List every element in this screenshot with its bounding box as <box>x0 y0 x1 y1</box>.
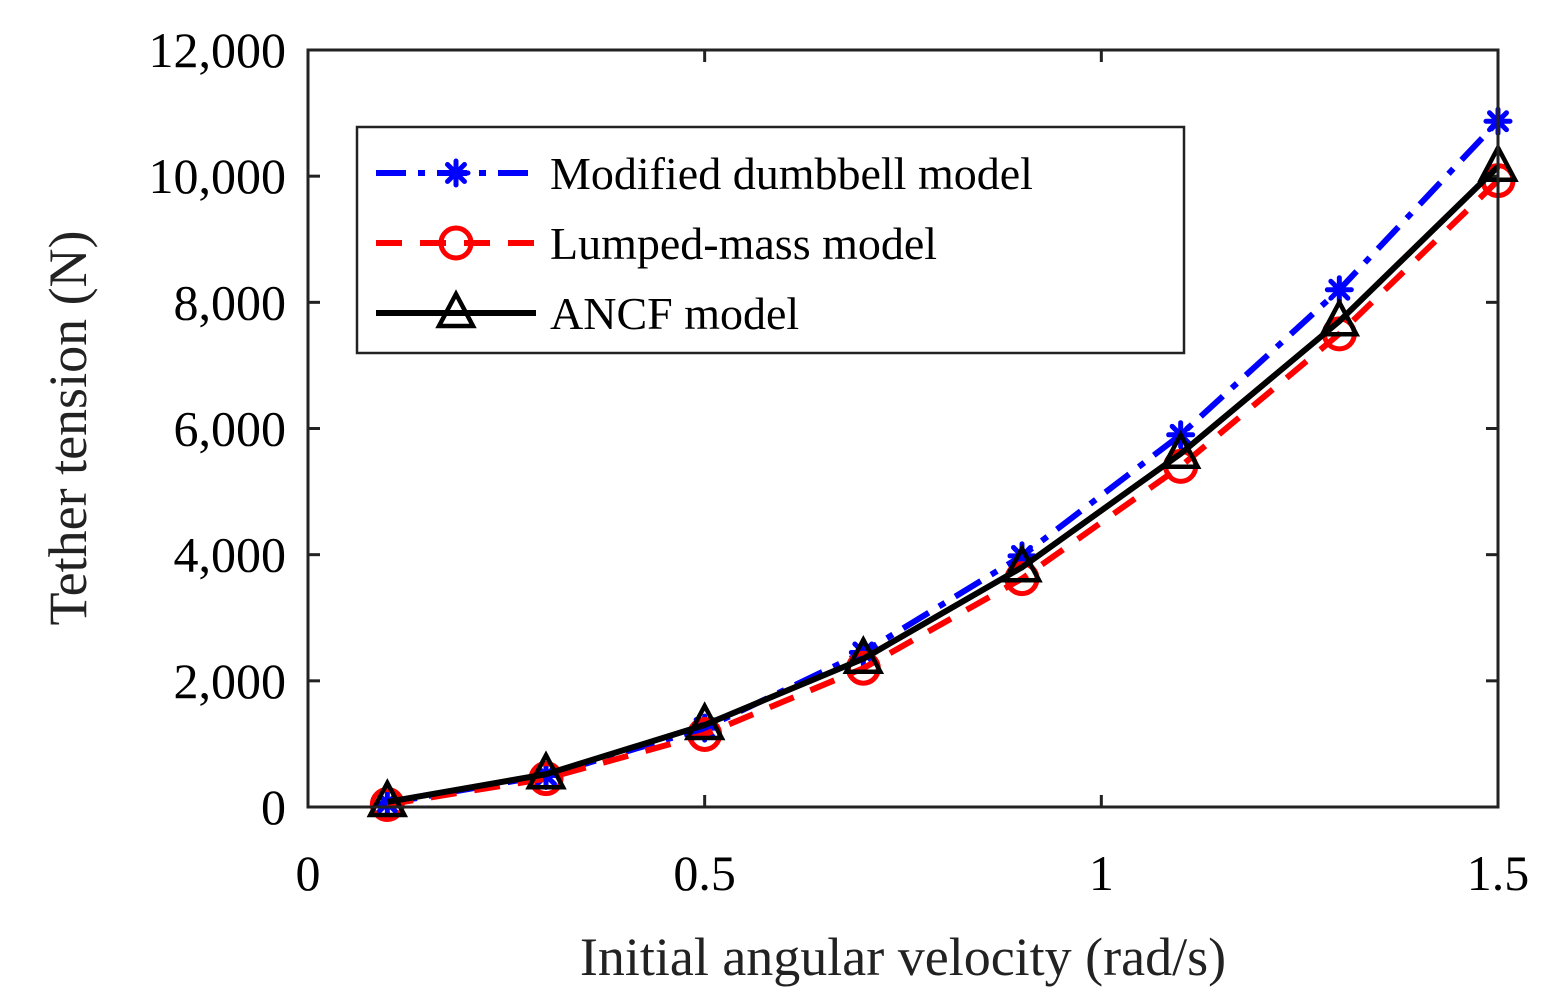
plot-frame <box>306 48 1500 809</box>
axes: 0 0.5 1 1.5 0 2,000 4,000 6,000 8,000 10,000 12,00… <box>149 22 1530 901</box>
data-point <box>1159 429 1202 469</box>
legend-marker <box>438 225 474 261</box>
legend-label: Lumped-mass model <box>550 218 937 269</box>
data-point <box>1324 275 1354 305</box>
series-group <box>366 106 1519 822</box>
legend-item-2: ANCF model <box>376 288 799 339</box>
legend-marker <box>435 289 477 329</box>
y-tick-label: 12,000 <box>149 22 287 78</box>
data-point <box>1001 543 1043 583</box>
legend-item-0: Modified dumbbell model <box>376 148 1033 199</box>
legend-label: ANCF model <box>550 288 799 339</box>
y-tick-label: 8,000 <box>174 274 287 330</box>
y-tick-label: 10,000 <box>149 148 287 204</box>
y-tick-label: 2,000 <box>174 653 287 709</box>
series-line <box>386 164 1501 805</box>
legend: Modified dumbbell model Lumped-mass model… <box>355 125 1186 355</box>
data-point <box>1318 297 1361 337</box>
y-tick-label: 4,000 <box>174 527 287 583</box>
x-tick-label: 1 <box>1089 845 1114 901</box>
legend-marker <box>441 158 471 188</box>
legend-label: Modified dumbbell model <box>550 148 1033 199</box>
y-tick-label: 6,000 <box>174 401 287 457</box>
x-tick-label: 0.5 <box>673 845 736 901</box>
data-point <box>683 701 726 741</box>
series-line <box>386 178 1501 808</box>
y-axis-label: Tether tension (N) <box>38 230 98 625</box>
x-axis-label: Initial angular velocity (rad/s) <box>580 927 1226 987</box>
data-point <box>842 634 885 675</box>
data-point <box>369 786 405 822</box>
x-tick-label: 0 <box>296 845 321 901</box>
legend-item-1: Lumped-mass model <box>376 218 937 269</box>
y-tick-label: 0 <box>261 779 286 835</box>
data-point <box>525 750 567 790</box>
data-point <box>366 778 409 818</box>
x-tick-label: 1.5 <box>1467 845 1530 901</box>
